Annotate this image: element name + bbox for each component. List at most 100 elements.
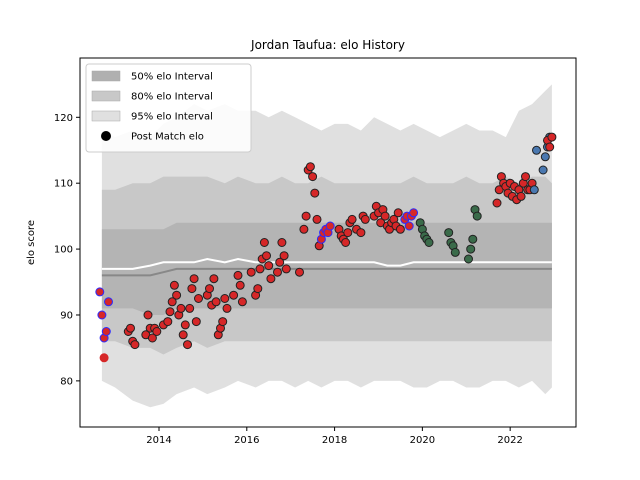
data-point [547, 132, 557, 142]
data-point [176, 303, 186, 313]
data-point [450, 247, 460, 257]
data-point [540, 152, 550, 162]
data-point [262, 251, 271, 261]
data-point [404, 221, 414, 231]
data-point [233, 270, 243, 280]
data-point [183, 340, 192, 350]
data-point [185, 303, 195, 313]
data-point [191, 317, 201, 327]
post-match-points [95, 132, 557, 363]
data-point [301, 211, 311, 221]
data-point [281, 264, 291, 274]
data-point [393, 208, 403, 218]
x-tick-label: 2020 [410, 435, 435, 446]
data-point [205, 284, 214, 294]
y-axis-ticks: 80 90 100 110 120 [54, 113, 80, 387]
data-point [147, 333, 157, 343]
y-axis-label: elo score [26, 220, 37, 265]
data-point [222, 303, 232, 313]
data-point [356, 228, 366, 238]
plot-frame [79, 57, 577, 428]
data-point [211, 297, 221, 307]
data-point [444, 228, 454, 238]
data-point [343, 228, 353, 238]
legend-marker [101, 131, 111, 141]
data-point [545, 142, 555, 152]
data-point [220, 294, 230, 303]
data-point [99, 353, 109, 363]
data-point [172, 290, 182, 300]
data-point [532, 145, 541, 155]
data-point [341, 238, 351, 247]
data-point [169, 280, 179, 290]
x-tick-label: 2022 [497, 435, 522, 446]
legend: 50% elo Interval 80% elo Interval 95% elo … [85, 63, 252, 153]
x-tick-label: 2018 [322, 435, 347, 446]
data-point [409, 208, 419, 218]
data-point [466, 244, 476, 254]
data-point [275, 257, 285, 267]
data-point [529, 185, 539, 195]
data-point [264, 261, 274, 271]
legend-label: 50% elo Interval [131, 72, 213, 83]
data-point [492, 198, 502, 208]
interval-bands [101, 84, 552, 408]
data-point [395, 224, 405, 234]
data-point [259, 238, 269, 247]
data-point [152, 327, 162, 336]
x-tick-label: 2014 [146, 435, 171, 446]
legend-swatch [91, 70, 121, 82]
data-point [347, 214, 357, 224]
y-tick-label: 120 [54, 113, 73, 124]
data-point [95, 287, 105, 297]
x-axis-ticks: 2014 2016 2018 2020 2022 [146, 427, 523, 446]
data-point [165, 307, 175, 317]
data-point [104, 297, 113, 307]
data-point [126, 323, 135, 333]
data-point [277, 238, 287, 247]
data-point [310, 188, 320, 198]
data-point [178, 330, 188, 340]
data-point [279, 251, 289, 261]
data-point [299, 224, 309, 234]
legend-box [85, 63, 252, 153]
data-point [189, 274, 199, 284]
y-tick-label: 110 [54, 179, 73, 190]
data-point [308, 172, 318, 182]
data-point [237, 297, 247, 307]
legend-label: 80% elo Interval [131, 92, 213, 103]
data-point [101, 327, 111, 336]
data-point [273, 267, 282, 277]
data-point [167, 297, 177, 307]
legend-label: Post Match elo [131, 132, 204, 143]
chart-title: Jordan Taufua: elo History [250, 38, 405, 52]
data-point [295, 267, 304, 277]
data-point [97, 310, 107, 320]
data-point [325, 221, 335, 231]
data-point [255, 264, 265, 274]
data-point [130, 340, 140, 350]
data-point [305, 162, 315, 172]
data-point [235, 280, 245, 290]
x-tick-label: 2016 [234, 435, 259, 446]
y-tick-label: 80 [60, 376, 73, 387]
data-point [180, 320, 190, 330]
mean-elo-line [101, 257, 552, 270]
legend-swatch [91, 110, 121, 122]
data-point [464, 254, 473, 264]
data-point [143, 310, 153, 320]
data-point [538, 165, 548, 175]
data-point [218, 317, 228, 327]
data-point [266, 274, 276, 284]
data-point [253, 284, 263, 294]
data-point [163, 317, 173, 327]
y-tick-label: 100 [54, 245, 73, 256]
legend-label: 95% elo Interval [131, 112, 213, 123]
legend-swatch [91, 90, 121, 102]
data-point [194, 294, 203, 303]
data-point [209, 274, 219, 284]
data-point [468, 234, 478, 244]
data-point [360, 214, 370, 224]
data-point [472, 211, 482, 221]
